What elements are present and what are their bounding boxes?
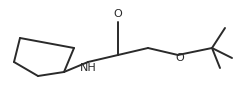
Text: NH: NH (80, 63, 96, 73)
Text: O: O (176, 53, 184, 63)
Text: O: O (114, 9, 122, 19)
